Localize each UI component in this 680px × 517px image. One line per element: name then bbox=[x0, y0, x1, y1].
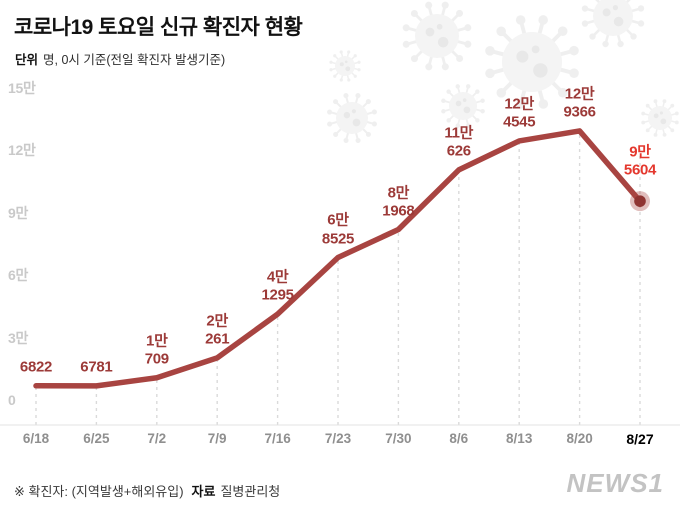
source-value: 질병관리청 bbox=[220, 484, 281, 499]
chart-header: 코로나19 토요일 신규 확진자 현황 단위 명, 0시 기준(전일 확진자 발생… bbox=[14, 11, 303, 68]
chart-subtitle: 단위 명, 0시 기준(전일 확진자 발생기준) bbox=[15, 49, 302, 68]
footnote: ※ 확진자: (지역발생+해외유입) 자료 질병관리청 bbox=[14, 481, 280, 500]
page-title: 코로나19 토요일 신규 확진자 현황 bbox=[14, 16, 303, 39]
news1-logo: NEWS1 bbox=[566, 468, 664, 498]
footnote-text: ※ 확진자: (지역발생+해외유입) bbox=[14, 484, 184, 499]
line-series bbox=[33, 128, 643, 389]
unit-label: 단위 bbox=[15, 53, 39, 67]
virus-watermark-icon bbox=[327, 0, 679, 143]
source-label: 자료 bbox=[191, 484, 216, 499]
unit-note: 명, 0시 기준(전일 확진자 발생기준) bbox=[43, 53, 226, 67]
endpoint-marker bbox=[634, 195, 646, 207]
